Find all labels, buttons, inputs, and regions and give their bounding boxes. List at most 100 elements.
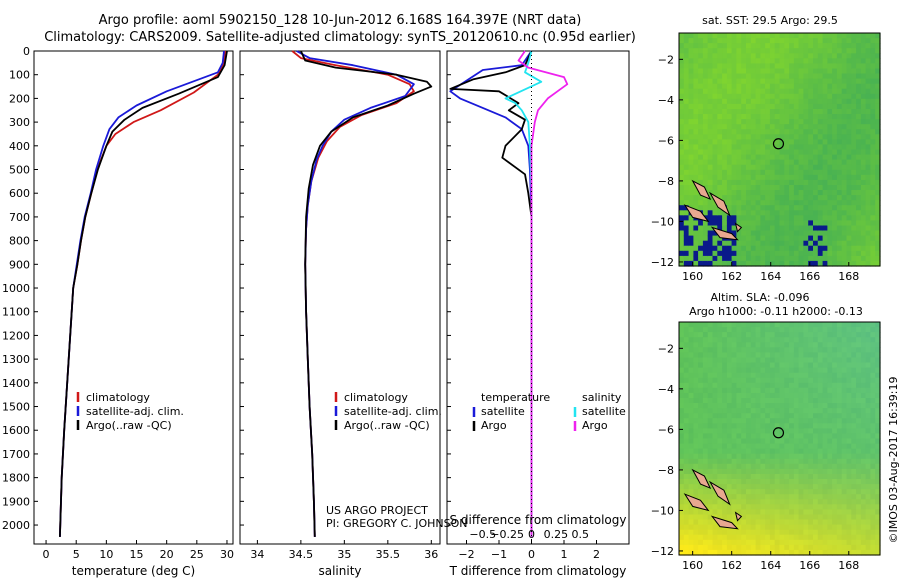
map-cell [836, 453, 843, 460]
map-cell [736, 529, 742, 536]
map-cell [789, 327, 795, 333]
map-cell [769, 474, 776, 480]
map-cell [760, 524, 766, 531]
map-cell [793, 529, 800, 536]
map-cell [860, 468, 867, 475]
map-cell [846, 119, 852, 125]
map-cell [726, 240, 733, 247]
map-cell [813, 428, 819, 435]
map-cell [808, 200, 814, 206]
map-cell [789, 403, 795, 409]
map-cell [741, 408, 747, 414]
map-cell [836, 119, 843, 125]
map-cell [679, 428, 685, 435]
map-cell [722, 549, 728, 556]
map-cell [746, 408, 752, 414]
map-cell [741, 322, 747, 328]
map-cell [755, 149, 761, 156]
map-cell [746, 58, 752, 64]
map-cell [803, 367, 809, 374]
map-cell [875, 468, 881, 475]
map-cell [722, 392, 728, 399]
map-cell [683, 479, 690, 485]
map-cell [679, 322, 685, 328]
map-cell [822, 392, 828, 399]
map-cell [693, 529, 699, 536]
map-cell [827, 109, 833, 115]
map-cell [836, 114, 843, 120]
map-cell [722, 372, 728, 379]
map-cell [784, 367, 790, 374]
map-cell [789, 103, 795, 110]
salinity-profile-series-1 [296, 50, 415, 537]
difference-profile-xtick-label: 1 [561, 548, 568, 561]
map-cell [683, 63, 690, 70]
map-cell [712, 544, 718, 551]
map-cell [813, 134, 819, 140]
map-cell [760, 403, 766, 409]
map-cell [841, 33, 848, 39]
map-cell [741, 144, 747, 151]
map-cell [726, 139, 733, 146]
map-cell [726, 250, 733, 257]
map-cell [798, 549, 804, 556]
map-cell [741, 499, 747, 505]
map-cell [769, 352, 776, 359]
map-cell [836, 448, 843, 455]
map-cell [870, 534, 876, 541]
map-cell [707, 534, 714, 541]
map-cell [731, 179, 737, 186]
map-cell [769, 453, 776, 460]
map-cell [774, 387, 781, 394]
map-cell [779, 382, 785, 389]
map-cell [746, 509, 752, 516]
map-cell [774, 179, 781, 186]
map-cell [836, 260, 843, 267]
map-cell [712, 504, 718, 510]
map-cell [836, 73, 843, 80]
map-cell [683, 387, 690, 394]
map-cell [784, 428, 790, 435]
map-cell [760, 200, 766, 206]
map-cell [860, 119, 867, 125]
map-cell [750, 154, 757, 161]
map-cell [717, 463, 723, 470]
map-cell [769, 185, 776, 191]
map-cell [860, 418, 867, 424]
map-cell [865, 195, 871, 201]
map-cell [774, 134, 781, 140]
map-cell [813, 398, 819, 404]
map-cell [846, 88, 852, 95]
map-cell [746, 53, 752, 59]
map-cell [870, 489, 876, 495]
map-cell [717, 534, 723, 541]
map-cell [693, 174, 699, 181]
map-cell [779, 63, 785, 70]
map-cell [683, 185, 690, 191]
map-cell [698, 250, 704, 257]
map-cell [698, 428, 704, 435]
map-cell [693, 357, 699, 364]
map-cell [741, 494, 747, 500]
map-cell [722, 88, 728, 95]
map-cell [784, 48, 790, 54]
map-cell [784, 73, 790, 80]
map-cell [875, 398, 881, 404]
map-cell [741, 504, 747, 510]
map-cell [741, 250, 747, 257]
map-cell [769, 164, 776, 171]
map-cell [683, 190, 690, 196]
map-cell [679, 235, 685, 242]
map-cell [808, 83, 814, 90]
map-cell [679, 519, 685, 526]
map-cell [841, 377, 848, 384]
map-cell [793, 185, 800, 191]
map-cell [707, 103, 714, 110]
map-cell [726, 544, 733, 551]
map-cell [827, 342, 833, 348]
map-cell [870, 372, 876, 379]
map-cell [813, 129, 819, 135]
map-cell [731, 509, 737, 516]
map-cell [860, 93, 867, 100]
map-cell [817, 549, 824, 556]
